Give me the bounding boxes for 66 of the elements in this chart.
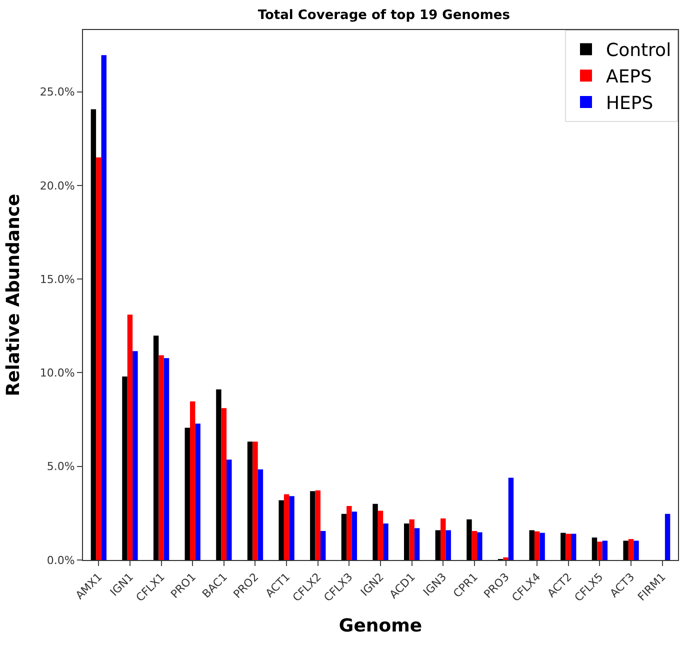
bar	[472, 530, 478, 560]
bar	[226, 460, 232, 560]
bar	[597, 542, 602, 560]
bar	[414, 528, 420, 560]
bar	[101, 55, 106, 560]
bar	[153, 336, 159, 560]
bar	[284, 494, 290, 560]
bar	[508, 478, 514, 560]
bar	[278, 500, 284, 560]
bar	[602, 540, 608, 560]
bar	[435, 530, 441, 560]
bar	[216, 389, 222, 560]
y-tick-label: 0.0%	[46, 554, 75, 567]
bar	[320, 530, 326, 560]
bar	[560, 532, 566, 560]
bar	[341, 514, 347, 560]
bar	[534, 531, 540, 560]
bar	[503, 557, 508, 560]
bar	[221, 408, 227, 560]
bar	[352, 512, 358, 560]
bar	[195, 424, 200, 560]
bar	[623, 540, 628, 560]
bar	[529, 530, 534, 560]
bar	[566, 534, 571, 560]
bar	[247, 442, 253, 560]
bar	[90, 109, 96, 560]
bar	[132, 351, 138, 560]
bar	[592, 538, 598, 560]
bar	[446, 530, 451, 560]
bar	[289, 496, 294, 560]
y-axis-title: Relative Abundance	[3, 194, 24, 396]
bar	[628, 539, 634, 560]
bar	[122, 376, 128, 560]
bar	[190, 401, 196, 560]
bar	[466, 519, 472, 560]
bar	[634, 540, 639, 560]
bar	[346, 506, 352, 560]
bar	[409, 519, 414, 560]
bar	[372, 504, 378, 560]
x-axis-title: Genome	[338, 615, 422, 636]
y-tick-label: 5.0%	[46, 460, 75, 474]
bar	[664, 514, 670, 560]
legend-label: Control	[606, 40, 672, 62]
bar	[383, 523, 388, 560]
legend-label: AEPS	[606, 66, 652, 88]
y-tick-label: 10.0%	[40, 366, 75, 380]
bar	[315, 490, 320, 560]
bar	[477, 532, 482, 560]
legend-label: HEPS	[606, 93, 654, 114]
y-tick-label: 15.0%	[40, 272, 75, 286]
chart-title: Total Coverage of top 19 Genomes	[258, 8, 510, 23]
bar	[158, 355, 164, 560]
bar	[404, 523, 410, 560]
bar	[310, 491, 316, 560]
y-tick-label: 20.0%	[40, 179, 75, 192]
bar	[184, 428, 190, 560]
bar	[252, 442, 258, 560]
bar	[378, 510, 384, 560]
bar	[540, 532, 545, 560]
bar	[258, 469, 264, 560]
bar	[440, 518, 446, 560]
bar	[571, 534, 576, 560]
bar	[127, 314, 133, 560]
bar	[96, 157, 102, 560]
y-tick-label: 25.0%	[40, 86, 75, 99]
bar	[164, 358, 170, 560]
